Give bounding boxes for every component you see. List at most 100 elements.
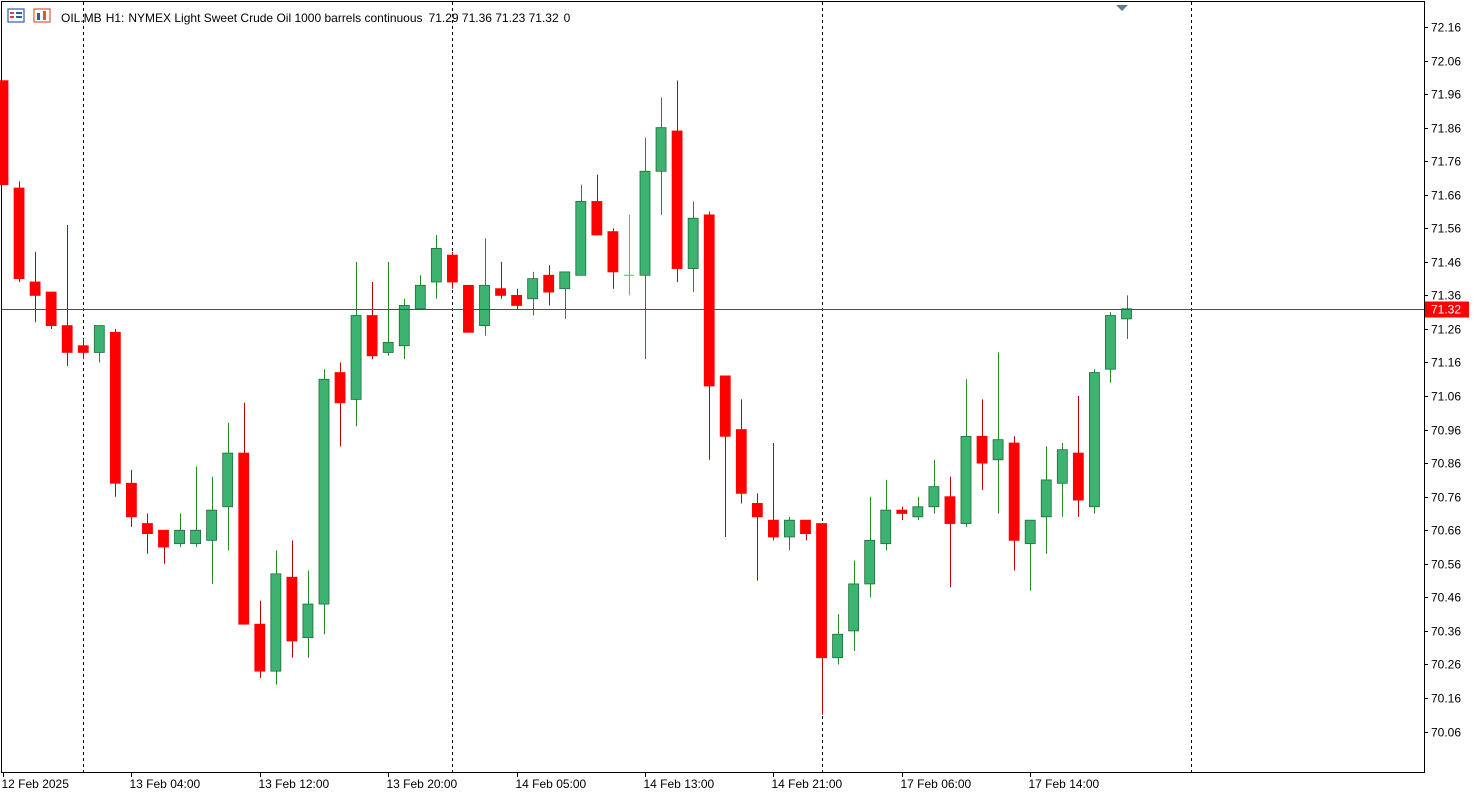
candle[interactable] — [479, 238, 490, 336]
candle[interactable] — [77, 339, 89, 360]
candle[interactable] — [206, 476, 218, 584]
candle[interactable] — [463, 284, 474, 333]
candle[interactable] — [735, 399, 747, 504]
candle-body — [527, 278, 539, 300]
candle[interactable] — [832, 614, 843, 665]
candle-body — [350, 315, 362, 400]
candle[interactable] — [543, 265, 555, 306]
candle[interactable] — [1040, 446, 1052, 554]
candle[interactable] — [912, 496, 924, 521]
candle[interactable] — [751, 493, 763, 581]
chart-window-icon[interactable] — [33, 8, 51, 23]
candle[interactable] — [414, 275, 426, 310]
candle[interactable] — [768, 443, 779, 541]
candle-body — [768, 519, 779, 538]
plot-area[interactable] — [1, 1, 1425, 773]
candle[interactable] — [495, 261, 506, 299]
candle[interactable] — [559, 271, 571, 319]
candle[interactable] — [639, 137, 651, 360]
candle[interactable] — [366, 281, 378, 360]
candle[interactable] — [671, 80, 683, 282]
candle[interactable] — [928, 459, 940, 514]
candle[interactable] — [109, 328, 121, 497]
candle[interactable] — [318, 369, 330, 635]
candle[interactable] — [992, 352, 1004, 514]
candle[interactable] — [1105, 312, 1116, 383]
candle[interactable] — [158, 529, 169, 564]
price-tick-label: 70.76 — [1431, 491, 1461, 505]
candle-body — [944, 496, 956, 524]
candle-body — [639, 170, 651, 276]
candle[interactable] — [1089, 369, 1100, 514]
candle[interactable] — [286, 540, 298, 658]
candle-body — [575, 201, 587, 276]
candle[interactable] — [0, 80, 9, 186]
candle[interactable] — [719, 375, 731, 537]
candle[interactable] — [607, 228, 619, 289]
candle[interactable] — [61, 224, 73, 366]
candle[interactable] — [960, 379, 972, 527]
candle-body — [158, 529, 169, 548]
candle-body — [671, 130, 683, 269]
candle[interactable] — [880, 479, 892, 551]
candle-body — [928, 486, 940, 508]
candle[interactable] — [1121, 295, 1132, 340]
candle[interactable] — [222, 422, 234, 551]
candle[interactable] — [254, 600, 266, 678]
time-tick-label: 13 Feb 20:00 — [387, 777, 458, 791]
candle[interactable] — [800, 519, 811, 541]
candle[interactable] — [142, 513, 153, 554]
candle[interactable] — [430, 235, 442, 299]
candle[interactable] — [703, 211, 715, 460]
candle-body — [1056, 449, 1068, 484]
candle-body — [655, 127, 667, 172]
candle[interactable] — [350, 261, 362, 427]
candle[interactable] — [29, 251, 41, 323]
candle[interactable] — [1056, 443, 1068, 517]
candle[interactable] — [190, 466, 202, 548]
candle-body — [864, 539, 876, 585]
candle[interactable] — [302, 570, 314, 658]
candle[interactable] — [511, 288, 523, 309]
candle[interactable] — [1072, 396, 1084, 517]
candle[interactable] — [687, 201, 699, 293]
chart-list-icon[interactable] — [7, 8, 25, 23]
candle[interactable] — [126, 469, 137, 527]
candle[interactable] — [623, 214, 634, 296]
candle-body — [398, 305, 410, 347]
candle[interactable] — [655, 97, 667, 215]
price-tick-label: 70.56 — [1431, 558, 1461, 572]
candle[interactable] — [45, 291, 57, 329]
candle[interactable] — [446, 251, 458, 289]
candle[interactable] — [575, 184, 587, 276]
candle[interactable] — [976, 399, 988, 490]
candle-body — [206, 509, 218, 541]
candle[interactable] — [13, 181, 25, 282]
candle[interactable] — [1024, 519, 1036, 591]
candle[interactable] — [382, 261, 394, 356]
candle[interactable] — [848, 560, 860, 652]
candle-body — [93, 325, 105, 353]
candle[interactable] — [93, 325, 105, 363]
price-tick-label: 70.16 — [1431, 692, 1461, 706]
candle[interactable] — [816, 523, 827, 715]
candle[interactable] — [238, 402, 250, 625]
candle-body — [126, 482, 137, 518]
candle[interactable] — [896, 506, 908, 521]
candle[interactable] — [174, 513, 185, 548]
candle-body — [719, 375, 731, 437]
candle[interactable] — [864, 496, 876, 598]
candle-body — [270, 573, 282, 672]
candle[interactable] — [270, 550, 282, 685]
candle[interactable] — [944, 476, 956, 588]
candle[interactable] — [527, 271, 539, 316]
candles-layer — [0, 80, 1132, 715]
candle[interactable] — [784, 516, 795, 551]
timeframe-label: H1: — [106, 11, 125, 25]
candle[interactable] — [591, 174, 603, 236]
candle[interactable] — [398, 298, 410, 360]
candle[interactable] — [1008, 436, 1020, 571]
candle[interactable] — [334, 362, 346, 447]
chart-shift-marker-icon[interactable] — [1116, 5, 1128, 11]
